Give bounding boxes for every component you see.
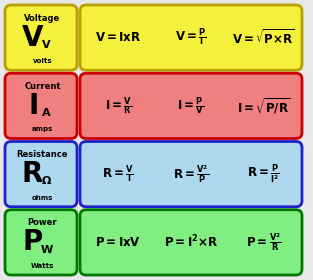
Text: $\mathbf{A}$: $\mathbf{A}$ [41, 106, 52, 118]
Text: Power: Power [28, 218, 57, 227]
Text: $\mathbf{P}$: $\mathbf{P}$ [22, 228, 43, 256]
FancyBboxPatch shape [5, 5, 77, 70]
Text: $\mathbf{R= \frac{V}{I}}$: $\mathbf{R= \frac{V}{I}}$ [102, 163, 134, 185]
FancyBboxPatch shape [80, 210, 302, 275]
Text: Voltage: Voltage [24, 14, 60, 23]
FancyBboxPatch shape [80, 73, 302, 139]
Text: Watts: Watts [31, 263, 54, 269]
Text: Resistance: Resistance [17, 150, 68, 159]
Text: $\mathbf{V= \frac{P}{I}}$: $\mathbf{V= \frac{P}{I}}$ [175, 27, 207, 48]
FancyBboxPatch shape [80, 141, 302, 207]
Text: $\mathbf{I}$: $\mathbf{I}$ [28, 92, 38, 120]
Text: $\mathbf{P= IxV}$: $\mathbf{P= IxV}$ [95, 236, 141, 249]
Text: $\mathbf{\Omega}$: $\mathbf{\Omega}$ [41, 174, 52, 186]
FancyBboxPatch shape [5, 210, 77, 275]
Text: $\mathbf{R= \frac{P}{I^{2}}}$: $\mathbf{R= \frac{P}{I^{2}}}$ [247, 162, 280, 186]
Text: amps: amps [32, 127, 53, 132]
Text: $\mathbf{V= \sqrt{P{\times}R}}$: $\mathbf{V= \sqrt{P{\times}R}}$ [232, 28, 295, 47]
Text: $\mathbf{P= I^{2}{\times}R}$: $\mathbf{P= I^{2}{\times}R}$ [164, 234, 218, 251]
Text: ohms: ohms [32, 195, 53, 201]
Text: $\mathbf{W}$: $\mathbf{W}$ [40, 243, 54, 255]
Text: $\mathbf{V}$: $\mathbf{V}$ [21, 24, 44, 52]
Text: $\mathbf{R}$: $\mathbf{R}$ [21, 160, 44, 188]
Text: $\mathbf{R= \frac{V^{2}}{P}}$: $\mathbf{R= \frac{V^{2}}{P}}$ [173, 163, 209, 185]
FancyBboxPatch shape [5, 141, 77, 207]
FancyBboxPatch shape [80, 5, 302, 70]
FancyBboxPatch shape [5, 73, 77, 139]
Text: Current: Current [24, 82, 61, 91]
Text: volts: volts [33, 58, 52, 64]
Text: $\mathbf{I= \frac{P}{V}}$: $\mathbf{I= \frac{P}{V}}$ [177, 95, 205, 117]
Text: $\mathbf{I= \frac{V}{R}}$: $\mathbf{I= \frac{V}{R}}$ [105, 95, 132, 117]
Text: $\mathbf{I= \sqrt{P/R}}$: $\mathbf{I= \sqrt{P/R}}$ [237, 96, 290, 116]
Text: $\mathbf{P= \frac{V^{2}}{R}}$: $\mathbf{P= \frac{V^{2}}{R}}$ [246, 232, 281, 253]
Text: $\mathbf{V= IxR}$: $\mathbf{V= IxR}$ [95, 31, 141, 44]
Text: $\mathbf{V}$: $\mathbf{V}$ [41, 38, 52, 50]
